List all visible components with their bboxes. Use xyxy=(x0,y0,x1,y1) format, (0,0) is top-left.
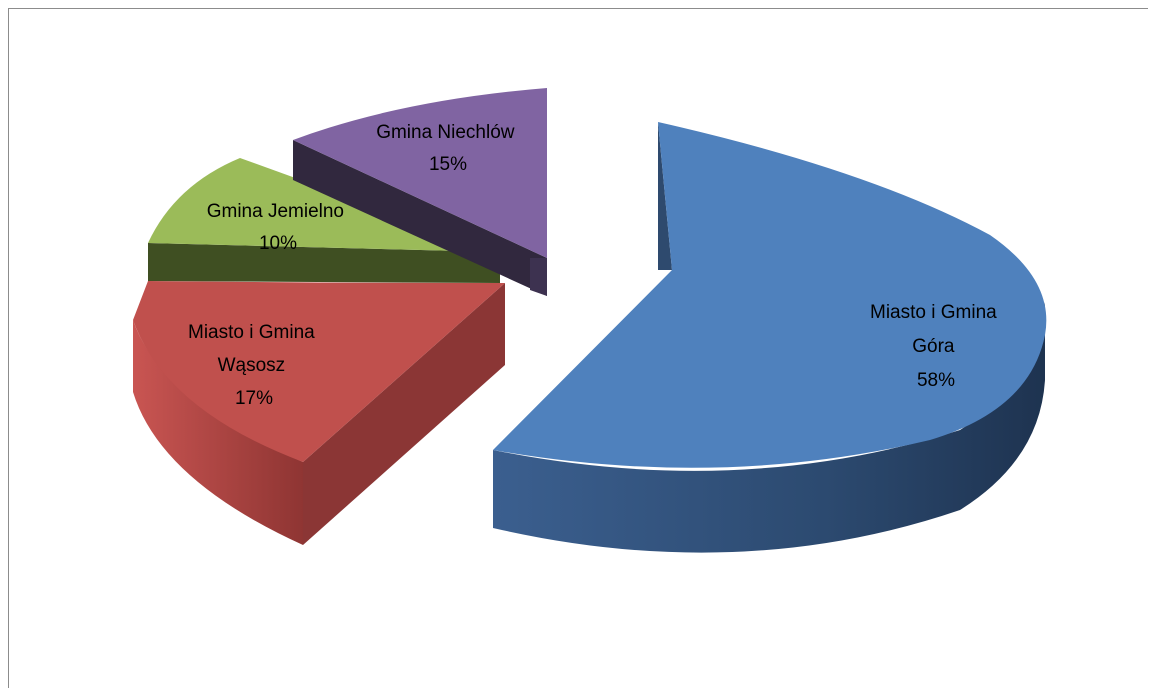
label-gmina-niechlow: Gmina Niechlów 15% xyxy=(376,122,520,175)
slice-top xyxy=(133,281,505,462)
slice-top xyxy=(293,88,547,258)
slice-top xyxy=(493,122,1047,468)
slice-gmina-niechlow[interactable]: Gmina Niechlów 15% xyxy=(293,88,547,296)
slice-side-right xyxy=(303,283,505,545)
slice-side xyxy=(148,243,500,283)
slice-miasto-i-gmina-gora[interactable]: Miasto i Gmina Góra 58% xyxy=(493,122,1047,553)
slice-side xyxy=(493,302,1045,553)
slice-side-right xyxy=(530,88,547,296)
label-gmina-jemielno: Gmina Jemielno 10% xyxy=(207,201,350,254)
slice-miasto-i-gmina-wasosz[interactable]: Miasto i Gmina Wąsosz 17% xyxy=(133,281,505,545)
slice-side-left xyxy=(133,320,303,545)
label-miasto-i-gmina-gora: Miasto i Gmina Góra 58% xyxy=(870,302,1002,391)
slice-side xyxy=(293,140,547,296)
label-miasto-i-gmina-wasosz: Miasto i Gmina Wąsosz 17% xyxy=(188,322,320,409)
